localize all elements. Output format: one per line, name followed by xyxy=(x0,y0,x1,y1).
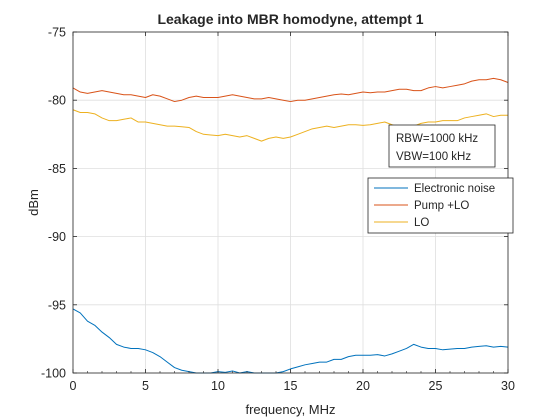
series-line-electronic-noise xyxy=(72,308,509,374)
x-tick-label: 5 xyxy=(142,379,149,393)
x-tick-label: 25 xyxy=(429,379,443,393)
series-line-lo xyxy=(72,109,508,142)
y-tick-label: -95 xyxy=(48,298,66,312)
series-lines xyxy=(72,77,509,374)
legend-entry: LO xyxy=(414,217,429,229)
tick-labels: 0 5 10 15 20 25 30 -100 -95 -90 -85 -80 -75 xyxy=(41,26,515,394)
tick-marks xyxy=(72,31,509,374)
legend: Electronic noise Pump +LO LO xyxy=(367,177,514,234)
x-tick-label: 10 xyxy=(211,379,225,393)
y-tick-label: -75 xyxy=(48,26,66,40)
y-tick-label: -100 xyxy=(41,367,66,381)
legend-entry: Electronic noise xyxy=(414,183,495,195)
y-tick-label: -85 xyxy=(48,162,66,176)
x-tick-label: 20 xyxy=(356,379,370,393)
y-tick-label: -80 xyxy=(48,94,66,108)
legend-entry: Pump +LO xyxy=(414,200,469,212)
annotation-rbw: RBW=1000 kHz xyxy=(396,133,478,145)
chart-title: Leakage into MBR homodyne, attempt 1 xyxy=(157,11,423,27)
annotation-frame xyxy=(388,124,496,168)
y-axis-label: dBm xyxy=(26,189,41,216)
x-tick-label: 30 xyxy=(501,379,515,393)
annotation-box: RBW=1000 kHz VBW=100 kHz xyxy=(388,124,496,168)
annotation-vbw: VBW=100 kHz xyxy=(396,151,471,163)
x-tick-label: 0 xyxy=(70,379,77,393)
series-line-pump-lo xyxy=(72,77,509,103)
y-tick-label: -90 xyxy=(48,230,66,244)
x-axis-label: frequency, MHz xyxy=(245,402,335,417)
x-tick-label: 15 xyxy=(284,379,298,393)
